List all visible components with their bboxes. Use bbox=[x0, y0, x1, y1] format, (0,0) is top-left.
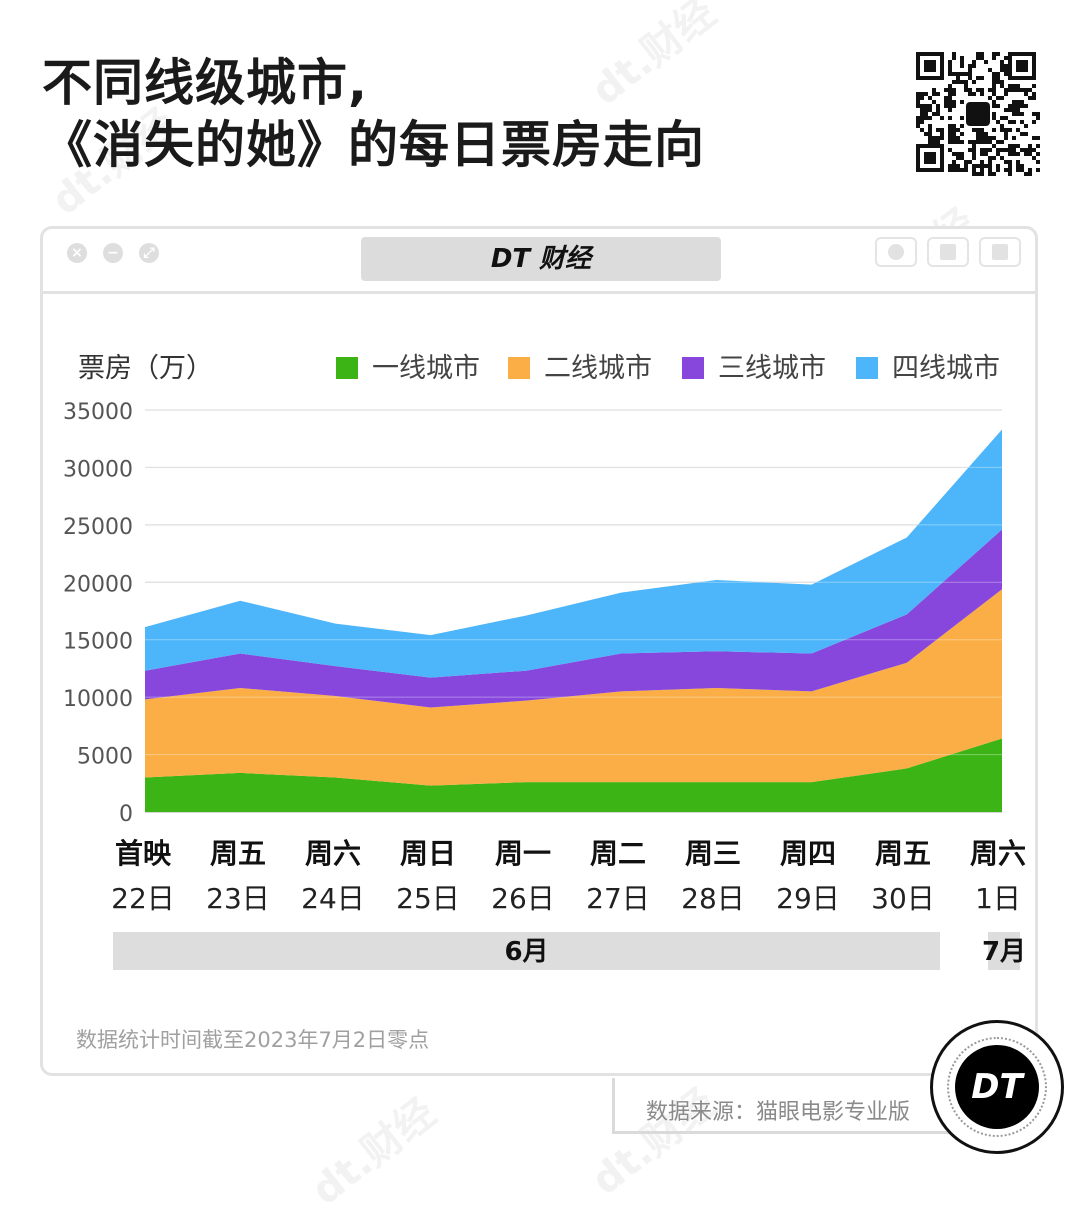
share-icon[interactable] bbox=[927, 237, 969, 267]
series-area bbox=[145, 529, 1002, 708]
x-tick-date: 1日 bbox=[975, 882, 1021, 915]
window-titlebar: × − ⤢ DT 财经 bbox=[43, 229, 1035, 294]
y-tick-label: 20000 bbox=[63, 572, 133, 597]
series-area bbox=[145, 589, 1002, 786]
x-tick-weekday: 周二 bbox=[590, 837, 646, 870]
window-title-tab: DT 财经 bbox=[361, 237, 721, 281]
legend-label: 三线城市 bbox=[718, 353, 826, 384]
x-tick-weekday: 周五 bbox=[210, 837, 266, 870]
x-tick-weekday: 周六 bbox=[305, 837, 361, 870]
logo-ring bbox=[947, 1037, 1047, 1137]
x-tick-date: 26日 bbox=[491, 882, 555, 915]
x-tick-date: 27日 bbox=[586, 882, 650, 915]
footnote: 数据统计时间截至2023年7月2日零点 bbox=[76, 1028, 430, 1052]
source-frame bbox=[612, 1078, 972, 1134]
dt-logo: DT bbox=[930, 1020, 1064, 1154]
x-tick-date: 30日 bbox=[871, 882, 935, 915]
series-area bbox=[145, 738, 1002, 812]
month-bars: 6月 7月 bbox=[113, 932, 1026, 970]
y-tick-label: 25000 bbox=[63, 515, 133, 540]
x-tick-weekday: 周一 bbox=[495, 837, 551, 870]
legend-label: 一线城市 bbox=[372, 353, 480, 384]
legend-swatch bbox=[856, 357, 878, 379]
copy-icon[interactable] bbox=[979, 237, 1021, 267]
x-tick-weekday: 周四 bbox=[780, 837, 836, 870]
y-tick-label: 35000 bbox=[63, 400, 133, 425]
month-bar bbox=[113, 932, 940, 970]
zoom-icon[interactable]: ⤢ bbox=[139, 243, 159, 263]
legend: 一线城市 二线城市 三线城市 四线城市 bbox=[336, 353, 1000, 384]
qr-code bbox=[916, 52, 1040, 176]
x-tick-weekday: 周三 bbox=[685, 837, 741, 870]
x-tick-weekday: 周六 bbox=[970, 837, 1026, 870]
x-tick-date: 23日 bbox=[206, 882, 270, 915]
y-axis-label: 票房（万） bbox=[78, 353, 213, 384]
watermark: dt.财经 bbox=[303, 1090, 445, 1215]
y-axis-ticks: 35000 30000 25000 20000 15000 10000 5000 0 bbox=[63, 400, 133, 827]
month-label: 7月 bbox=[982, 937, 1026, 967]
title-line-1: 不同线级城市, bbox=[42, 54, 368, 112]
x-tick-weekday: 首映 bbox=[115, 837, 172, 870]
month-bar bbox=[988, 932, 1020, 970]
y-tick-label: 0 bbox=[119, 802, 133, 827]
brand-label: DT 财经 bbox=[490, 244, 592, 274]
minimize-icon[interactable]: − bbox=[103, 243, 123, 263]
x-axis-ticks: 首映 周五 周六 周日 周一 周二 周三 周四 周五 周六 22日 23日 24日 25日 26日 27日 28… bbox=[111, 837, 1026, 915]
x-tick-date: 25日 bbox=[396, 882, 460, 915]
y-tick-label: 10000 bbox=[63, 687, 133, 712]
close-icon[interactable]: × bbox=[67, 243, 87, 263]
grid-overlay bbox=[145, 409, 1002, 756]
month-label: 6月 bbox=[504, 937, 548, 967]
x-tick-date: 22日 bbox=[111, 882, 175, 915]
y-tick-label: 15000 bbox=[63, 630, 133, 655]
legend-swatch bbox=[508, 357, 530, 379]
record-icon[interactable] bbox=[875, 237, 917, 267]
x-tick-date: 29日 bbox=[776, 882, 840, 915]
series-areas bbox=[145, 429, 1002, 812]
y-tick-label: 5000 bbox=[77, 745, 133, 770]
x-tick-date: 24日 bbox=[301, 882, 365, 915]
y-tick-label: 30000 bbox=[63, 457, 133, 482]
legend-swatch bbox=[336, 357, 358, 379]
x-tick-date: 28日 bbox=[681, 882, 745, 915]
x-tick-weekday: 周五 bbox=[875, 837, 931, 870]
logo-mark: DT bbox=[955, 1045, 1039, 1129]
x-tick-weekday: 周日 bbox=[400, 837, 456, 870]
stacked-area-chart: 票房（万） 一线城市 二线城市 三线城市 四线城市 35000 30000 25000 20… bbox=[63, 353, 1026, 970]
legend-label: 二线城市 bbox=[544, 353, 652, 384]
data-source: 数据来源：猫眼电影专业版 bbox=[646, 1100, 911, 1125]
title-line-2: 《消失的她》的每日票房走向 bbox=[42, 116, 705, 174]
legend-label: 四线城市 bbox=[892, 353, 1000, 384]
series-area bbox=[145, 429, 1002, 678]
legend-swatch bbox=[682, 357, 704, 379]
page-title: 不同线级城市, 《消失的她》的每日票房走向 bbox=[42, 52, 705, 176]
